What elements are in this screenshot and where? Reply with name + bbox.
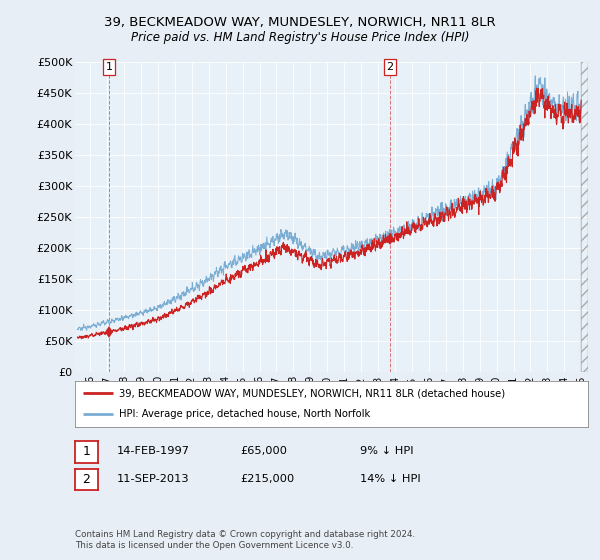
Bar <box>581 62 588 372</box>
Text: 1: 1 <box>82 445 91 459</box>
Text: 1: 1 <box>106 62 113 72</box>
Text: Contains HM Land Registry data © Crown copyright and database right 2024.: Contains HM Land Registry data © Crown c… <box>75 530 415 539</box>
Text: £215,000: £215,000 <box>240 474 294 484</box>
Text: 9% ↓ HPI: 9% ↓ HPI <box>360 446 413 456</box>
Text: 39, BECKMEADOW WAY, MUNDESLEY, NORWICH, NR11 8LR: 39, BECKMEADOW WAY, MUNDESLEY, NORWICH, … <box>104 16 496 29</box>
Text: £65,000: £65,000 <box>240 446 287 456</box>
Text: 11-SEP-2013: 11-SEP-2013 <box>117 474 190 484</box>
Text: 14-FEB-1997: 14-FEB-1997 <box>117 446 190 456</box>
Text: 2: 2 <box>82 473 91 486</box>
Text: This data is licensed under the Open Government Licence v3.0.: This data is licensed under the Open Gov… <box>75 541 353 550</box>
Text: HPI: Average price, detached house, North Norfolk: HPI: Average price, detached house, Nort… <box>119 409 370 419</box>
Text: 2: 2 <box>386 62 394 72</box>
Text: Price paid vs. HM Land Registry's House Price Index (HPI): Price paid vs. HM Land Registry's House … <box>131 31 469 44</box>
Text: 39, BECKMEADOW WAY, MUNDESLEY, NORWICH, NR11 8LR (detached house): 39, BECKMEADOW WAY, MUNDESLEY, NORWICH, … <box>119 388 505 398</box>
Text: 14% ↓ HPI: 14% ↓ HPI <box>360 474 421 484</box>
